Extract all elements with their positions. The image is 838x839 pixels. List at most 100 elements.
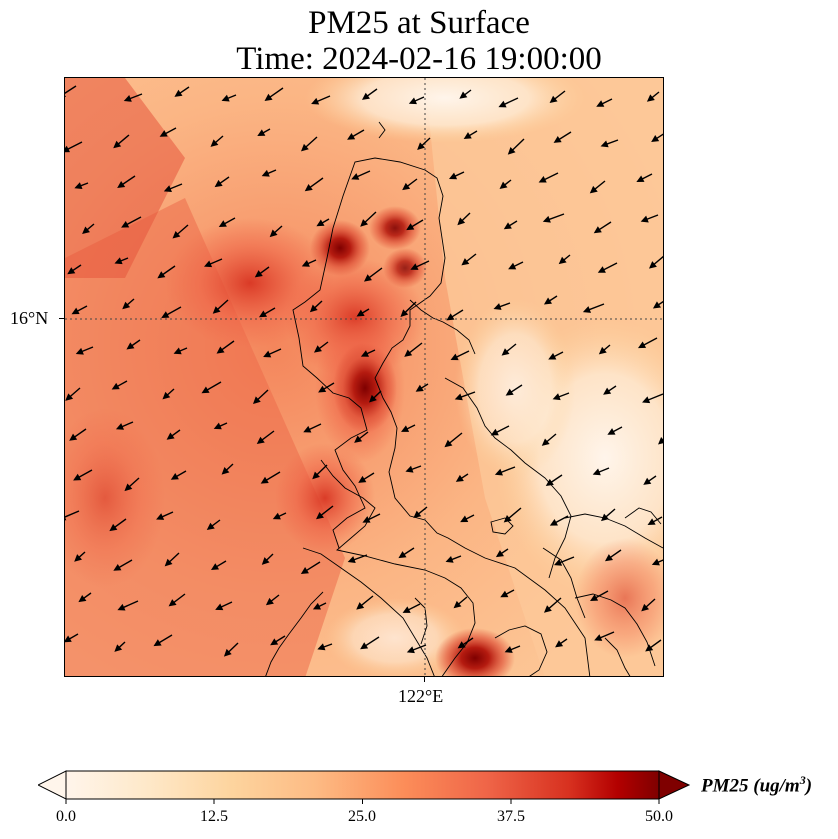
wind-arrow-head [501, 348, 510, 356]
wind-arrow [542, 172, 559, 182]
wind-arrow-head [256, 436, 265, 444]
wind-arrow [407, 342, 423, 355]
wind-arrow [65, 141, 83, 151]
wind-arrow-head [542, 215, 551, 223]
wind-arrow-head [552, 393, 561, 401]
wind-arrow-head [505, 388, 514, 396]
wind-arrow-head [651, 135, 660, 143]
wind-arrow [304, 561, 321, 573]
wind-arrow-head [455, 474, 464, 482]
wind-arrow-head [640, 215, 649, 223]
wind-arrow-head [413, 510, 422, 519]
wind-arrow-head [545, 478, 554, 486]
wind-arrow-head [258, 310, 268, 318]
wind-arrow-head [216, 346, 225, 354]
wind-arrow-head [637, 341, 647, 349]
wind-arrow-head [212, 306, 221, 314]
wind-arrow-head [642, 396, 651, 404]
wind-arrow-head [157, 271, 166, 279]
wind-arrow-head [652, 301, 662, 309]
wind-arrow [308, 177, 324, 190]
wind-arrow [510, 138, 525, 153]
wind-arrow [65, 510, 80, 518]
wind-arrow-head [114, 644, 123, 652]
wind-arrow [303, 136, 318, 149]
wind-arrow-head [402, 606, 411, 613]
wind-arrow-head [312, 471, 320, 480]
wind-arrow-head [156, 513, 165, 520]
wind-arrow-head [159, 130, 168, 137]
wind-arrow-head [356, 309, 365, 317]
wind-arrow-head [206, 522, 215, 530]
wind-arrow-head [174, 89, 183, 97]
colorbar-gradient [65, 770, 660, 800]
wind-arrow-head [597, 266, 606, 273]
wind-arrow-head [210, 139, 219, 147]
wind-arrow-head [65, 145, 71, 153]
wind-arrow-head [210, 563, 220, 571]
wind-arrow-head [65, 393, 74, 401]
wind-arrow-head [361, 92, 370, 100]
wind-arrow-head [553, 135, 562, 143]
wind-arrow-head [272, 512, 281, 520]
wind-arrow-head [600, 513, 609, 522]
wind-arrow-head [117, 180, 126, 189]
wind-arrow-head [113, 140, 122, 149]
wind-arrow-head [121, 220, 130, 228]
wind-arrow-head [495, 550, 504, 558]
wind-arrow-head [417, 142, 425, 150]
wind-arrow-head [82, 226, 90, 235]
pm25-map-panel [64, 77, 664, 677]
wind-arrow-head [647, 518, 656, 526]
wind-arrow-head [318, 385, 327, 393]
wind-arrow-head [603, 387, 612, 395]
wind-arrow [498, 466, 516, 474]
wind-arrow-head [555, 640, 564, 648]
wind-arrow-head [461, 258, 470, 266]
wind-arrow-head [300, 143, 309, 152]
wind-arrow [319, 505, 334, 518]
wind-arrow-head [111, 382, 120, 390]
wind-arrow-head [543, 605, 552, 613]
wind-arrow-head [444, 439, 453, 448]
wind-arrow-head [170, 473, 179, 480]
wind-arrow-head [594, 634, 603, 641]
wind-arrow-head [651, 558, 660, 566]
wind-arrow-head [301, 260, 310, 267]
colorbar [38, 770, 691, 804]
wind-arrow-head [604, 554, 614, 562]
wind-arrow-head [117, 603, 126, 611]
wind-arrow [267, 87, 284, 99]
wind-arrow-head [172, 230, 181, 239]
wind-arrow [557, 556, 575, 565]
wind-arrow-head [300, 567, 309, 574]
wind-arrow-head [67, 267, 76, 275]
wind-arrow-head [607, 428, 616, 435]
wind-arrow-head [303, 425, 312, 433]
lon-tick-label: 122°E [398, 686, 444, 706]
wind-arrow-head [311, 97, 320, 105]
wind-arrow-head [649, 261, 657, 269]
wind-arrow-head [500, 590, 509, 598]
wind-arrow [65, 85, 77, 94]
wind-arrow-head [65, 635, 72, 643]
wind-arrow-head [223, 648, 232, 657]
wind-arrow [546, 597, 562, 611]
lat-tick [59, 318, 64, 319]
wind-arrow-head [173, 347, 182, 355]
wind-arrow-head [214, 179, 223, 188]
wind-arrow [447, 432, 463, 445]
wind-arrow [506, 507, 522, 521]
wind-arrow-head [260, 476, 269, 484]
wind-arrow-head [115, 423, 125, 430]
wind-arrow-head [113, 564, 122, 571]
wind-arrow-head [410, 263, 419, 270]
wind-arrow-head [646, 94, 655, 102]
wind-arrow-head [75, 347, 84, 355]
wind-arrow-head [114, 257, 123, 265]
wind-arrow-head [221, 94, 230, 102]
wind-arrow [164, 306, 182, 317]
wind-arrow-head [554, 558, 563, 566]
wind-arrow-head [164, 558, 173, 567]
wind-arrow-head [265, 597, 274, 606]
